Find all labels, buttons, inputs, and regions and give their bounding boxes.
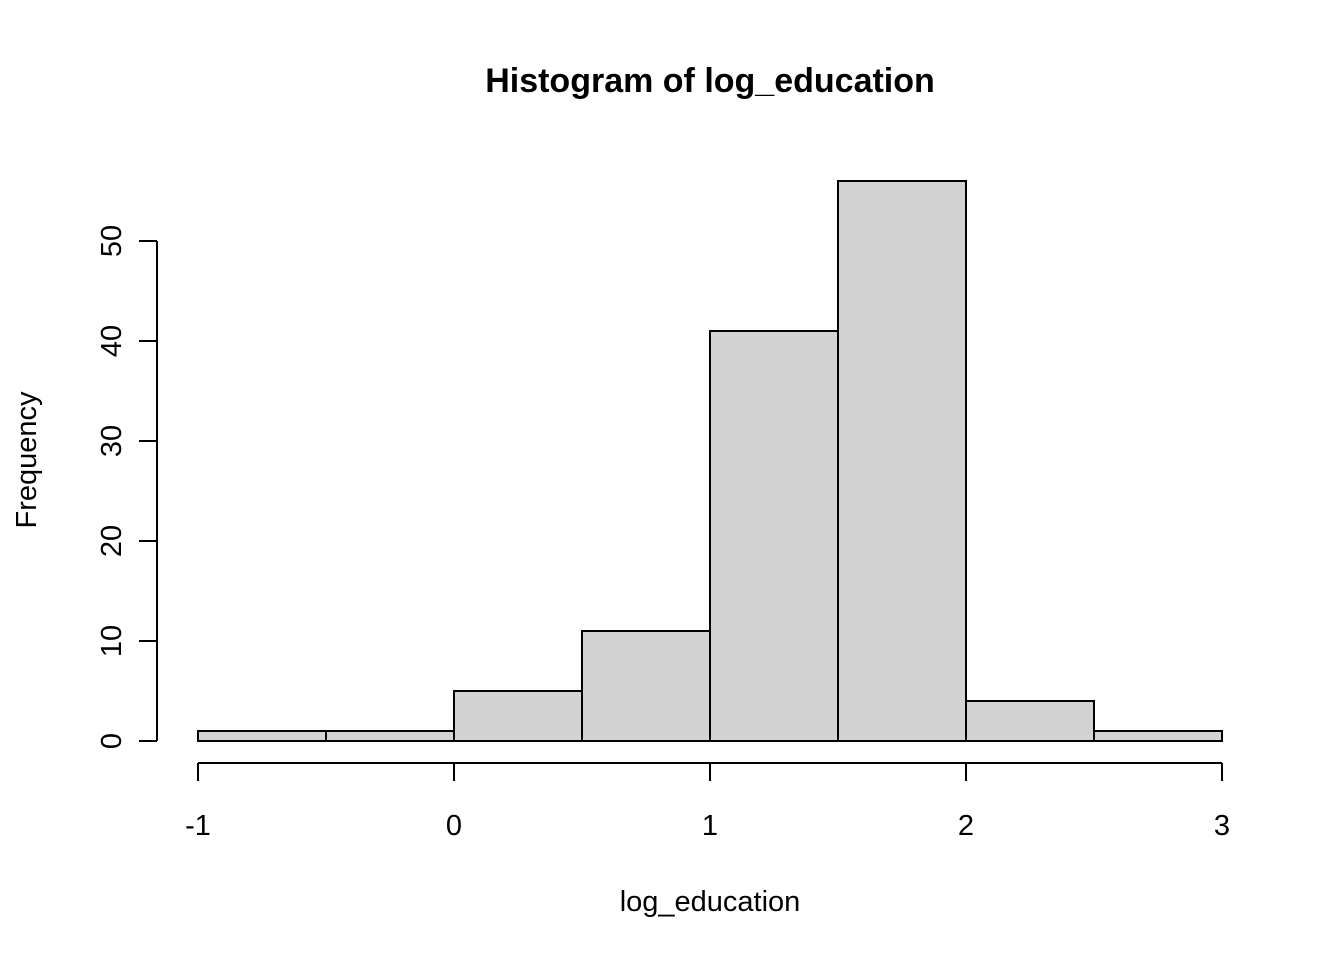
y-tick-label: 10 bbox=[96, 625, 128, 657]
x-tick-label: 2 bbox=[958, 810, 974, 842]
histogram-bar-5 bbox=[709, 330, 839, 742]
histogram-bar-2 bbox=[325, 730, 455, 742]
histogram-bar-4 bbox=[581, 630, 711, 742]
histogram-bar-1 bbox=[197, 730, 327, 742]
y-tick-label: 30 bbox=[96, 425, 128, 457]
y-axis: 0 10 20 30 40 50 bbox=[96, 225, 158, 749]
x-tick-label: -1 bbox=[185, 810, 211, 842]
histogram-bar-7 bbox=[965, 700, 1095, 742]
y-tick-label: 40 bbox=[96, 325, 128, 357]
y-tick-label: 20 bbox=[96, 525, 128, 557]
x-tick-label: 3 bbox=[1214, 810, 1230, 842]
x-axis-label: log_education bbox=[620, 886, 801, 918]
bars-group bbox=[197, 180, 1223, 742]
y-axis-label: Frequency bbox=[11, 391, 43, 529]
y-tick-label: 0 bbox=[96, 733, 128, 749]
histogram-bar-8 bbox=[1093, 730, 1223, 742]
x-axis: -1 0 1 2 3 bbox=[185, 762, 1230, 842]
x-tick-label: 1 bbox=[702, 810, 718, 842]
x-tick-label: 0 bbox=[446, 810, 462, 842]
histogram-bar-3 bbox=[453, 690, 583, 742]
y-tick-label: 50 bbox=[96, 225, 128, 257]
histogram-bar-6 bbox=[837, 180, 967, 742]
chart-title: Histogram of log_education bbox=[485, 62, 935, 100]
